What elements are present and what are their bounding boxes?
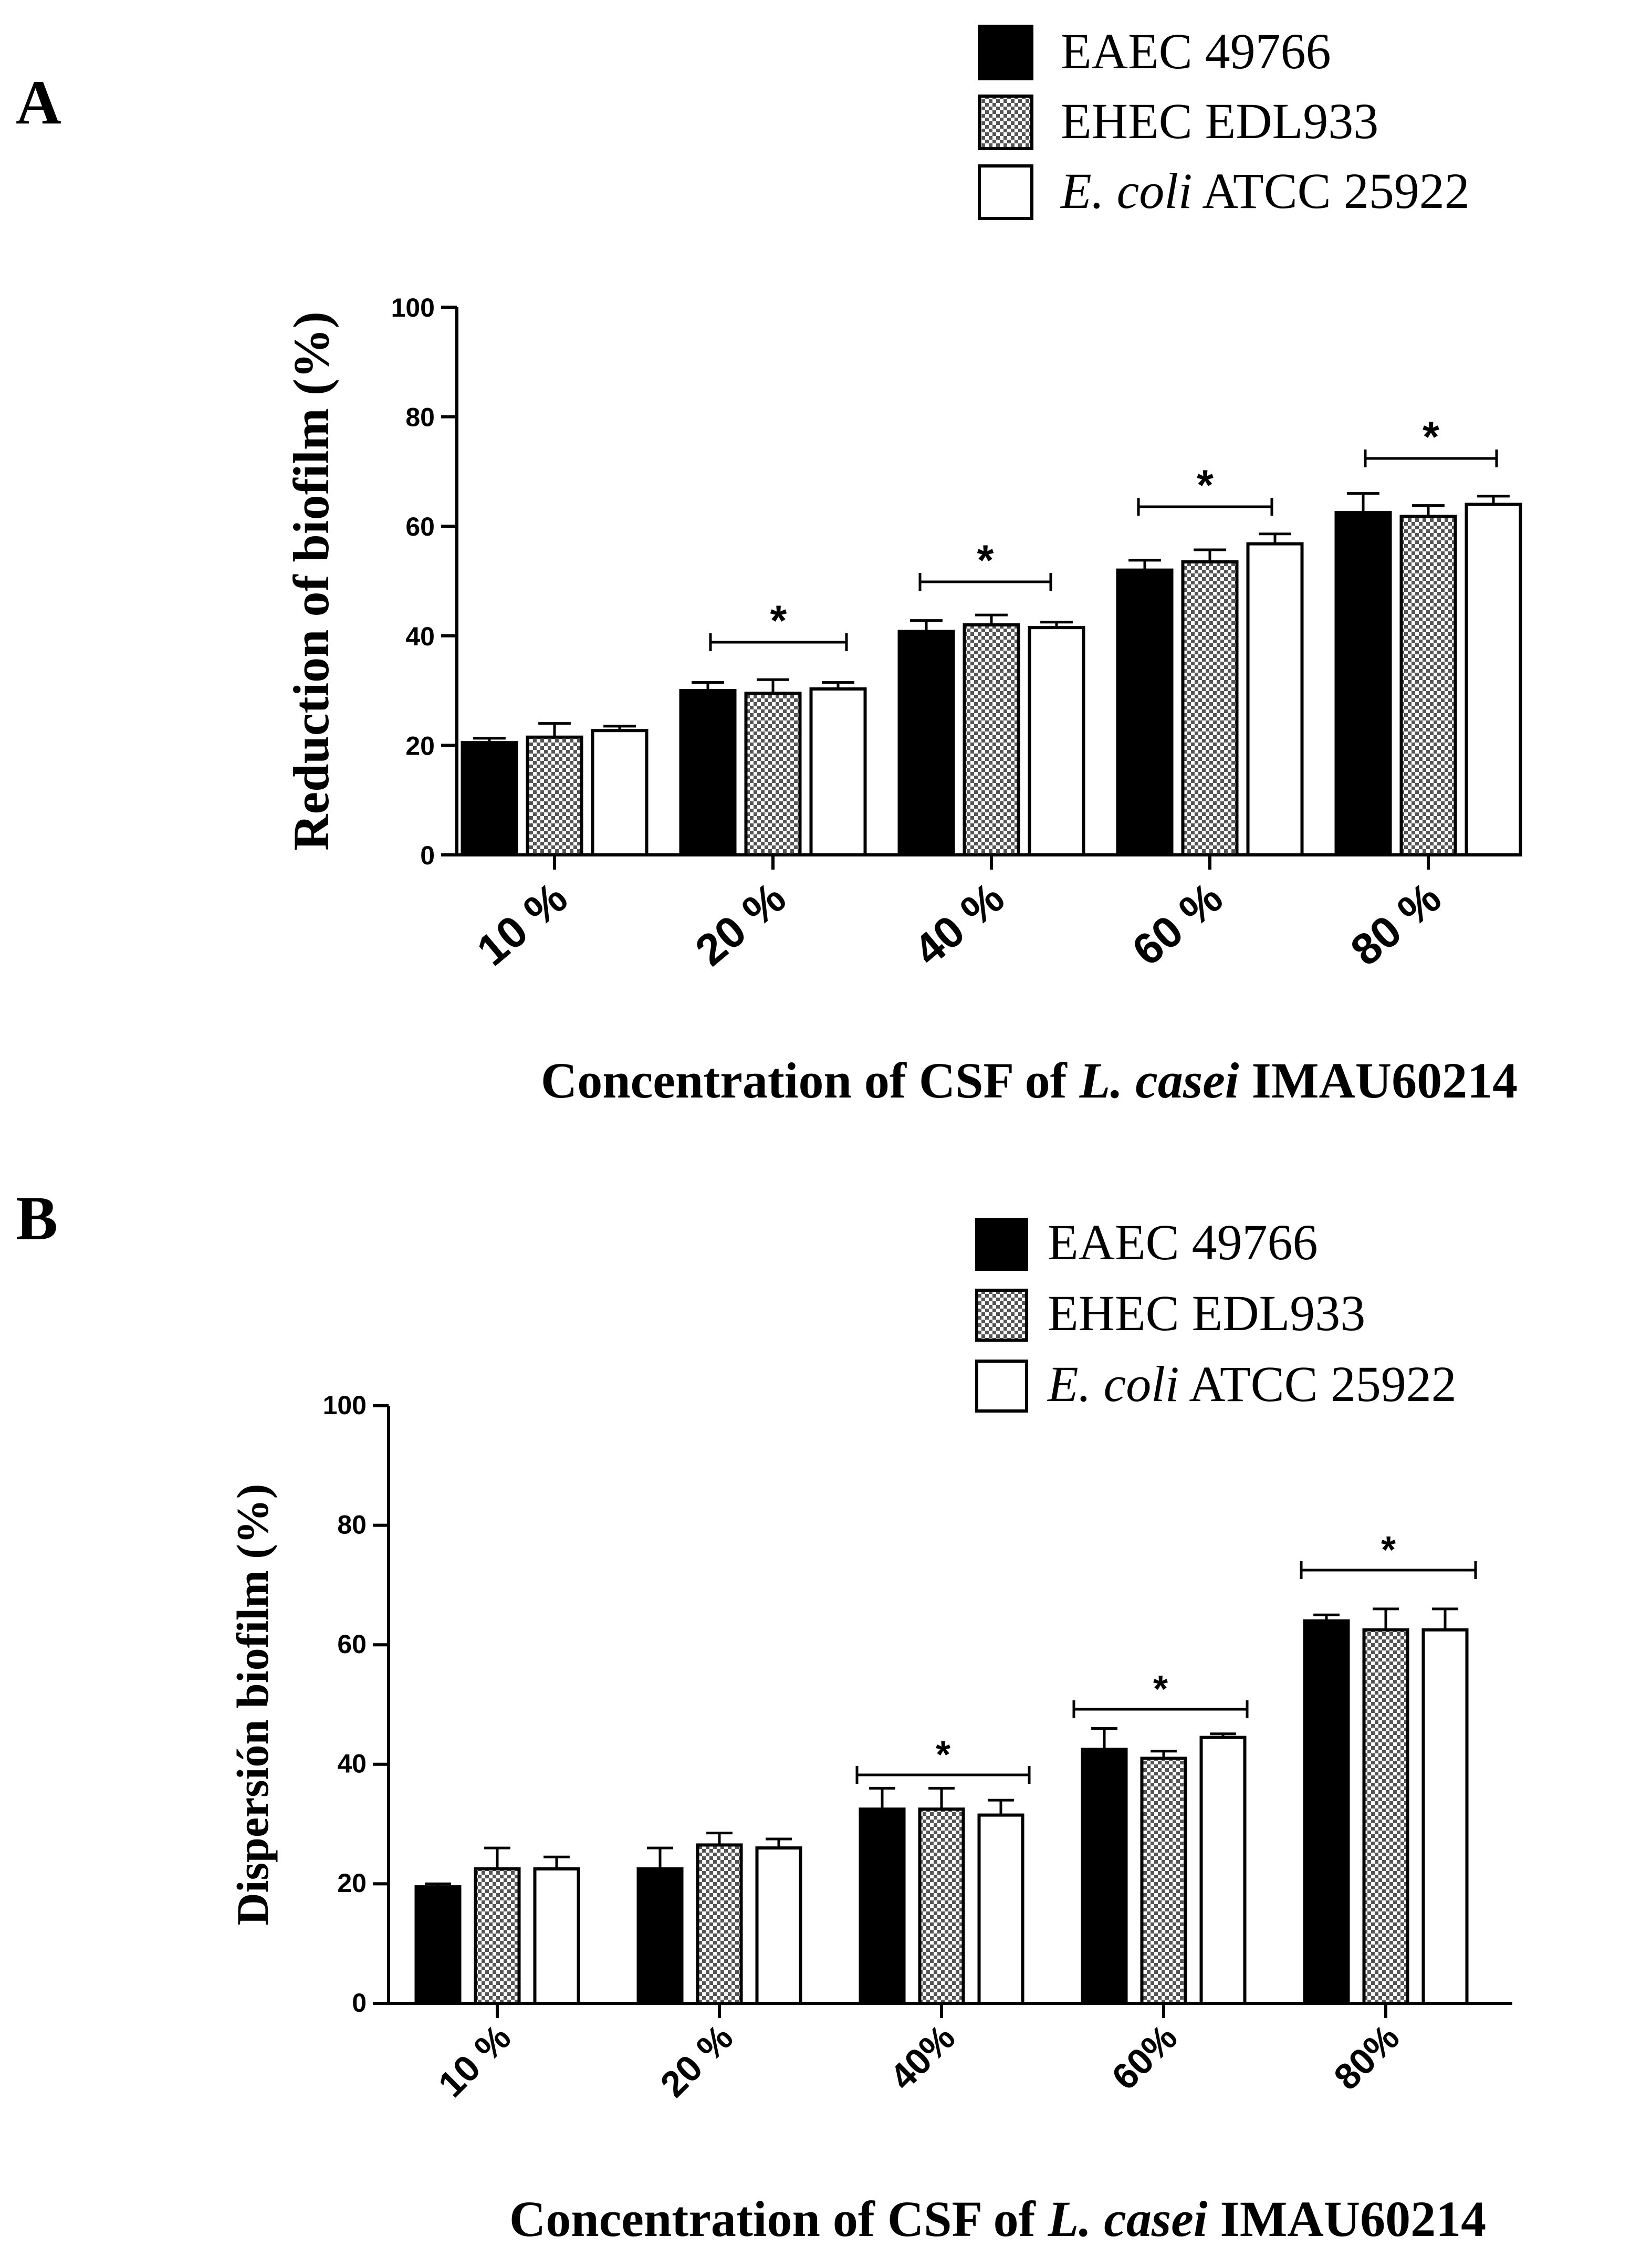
x-tick-label: 10 % (431, 2016, 519, 2105)
bar (1303, 1619, 1350, 2005)
y-tick-label: 80 (405, 403, 435, 432)
significance-star: * (770, 597, 787, 645)
bar (526, 735, 583, 856)
x-axis-title-part: IMAU60214 (1207, 2191, 1486, 2247)
x-axis-title-part: L. casei (1079, 1052, 1239, 1109)
x-tick-label: 40 % (904, 873, 1013, 975)
significance-star: * (1381, 1529, 1396, 1571)
y-tick-label: 80 (337, 1510, 367, 1539)
x-tick-label: 80 % (1341, 873, 1450, 975)
y-tick-label: 40 (337, 1749, 367, 1779)
significance-star: * (1197, 462, 1214, 509)
bar (1081, 1748, 1128, 2005)
significance-star: * (936, 1734, 950, 1776)
bar (461, 741, 518, 857)
legend-label: EHEC EDL933 (1048, 1285, 1365, 1341)
y-tick-label: 0 (352, 1988, 367, 2018)
bar (1421, 1628, 1469, 2005)
panel-letter: A (16, 67, 61, 137)
bar (1246, 542, 1304, 857)
x-axis-title: Concentration of CSF of L. casei IMAU602… (541, 1052, 1518, 1109)
y-axis-title: Dispersión biofilm (%) (227, 1484, 278, 1926)
significance-star: * (1153, 1668, 1168, 1710)
bar (1116, 568, 1174, 856)
bar (1140, 1757, 1187, 2005)
legend-label-part: ATCC 25922 (1179, 1356, 1457, 1412)
bar (1399, 515, 1457, 856)
x-axis-title-part: L. casei (1048, 2191, 1208, 2247)
bar (1181, 560, 1239, 856)
bar (696, 1843, 743, 2005)
y-tick-label: 40 (405, 622, 435, 651)
bar (1199, 1736, 1247, 2005)
x-tick-label: 80% (1326, 2016, 1407, 2097)
legend-label-part: ATCC 25922 (1193, 163, 1470, 219)
legend-label-part: E. coli (1060, 163, 1193, 219)
bar (591, 729, 649, 857)
y-tick-label: 60 (405, 512, 435, 541)
y-tick-label: 20 (337, 1868, 367, 1898)
bar (474, 1867, 521, 2005)
y-tick-label: 60 (337, 1629, 367, 1659)
panel-b: B EAEC 49766 EHEC EDL933 E. coli ATCC 25922… (16, 1183, 1512, 2247)
bar (963, 623, 1020, 856)
legend-label-part: EHEC EDL933 (1048, 1285, 1365, 1341)
bar (744, 692, 802, 856)
x-axis-title-part: Concentration of CSF of (509, 2191, 1048, 2247)
bar (1465, 503, 1522, 856)
y-tick-label: 100 (323, 1391, 367, 1420)
bar (755, 1846, 802, 2005)
legend-label: E. coli ATCC 25922 (1060, 163, 1470, 219)
legend-swatch (975, 1289, 1028, 1342)
x-axis-title: Concentration of CSF of L. casei IMAU602… (509, 2191, 1486, 2247)
legend-swatch (975, 1218, 1028, 1271)
x-tick-label: 10 % (467, 873, 576, 975)
x-tick-label: 60 % (1123, 873, 1231, 975)
legend-label-part: EHEC EDL933 (1061, 93, 1378, 149)
legend-swatch (978, 95, 1033, 150)
bar (533, 1867, 580, 2005)
panel-letter: B (16, 1183, 58, 1253)
x-tick-label: 20 % (686, 873, 794, 975)
x-tick-label: 20 % (653, 2016, 741, 2105)
panel-a: A EAEC 49766 EHEC EDL933 E. coli ATCC 25922… (16, 23, 1522, 1109)
x-axis-title-part: IMAU60214 (1239, 1052, 1518, 1109)
legend-label-part: EAEC 49766 (1061, 23, 1331, 79)
bar (679, 689, 737, 856)
bar (859, 1807, 906, 2005)
legend-label: EHEC EDL933 (1061, 93, 1378, 149)
legend-swatch (975, 1360, 1028, 1413)
y-axis-title: Reduction of biofilm (%) (283, 311, 339, 851)
y-tick-label: 100 (391, 293, 435, 322)
bar (1334, 511, 1392, 856)
bar (918, 1807, 965, 2005)
bar (414, 1885, 462, 2005)
x-axis-title-part: Concentration of CSF of (541, 1052, 1080, 1109)
bar (809, 687, 867, 856)
x-tick-label: 60% (1104, 2016, 1185, 2097)
x-tick-label: 40% (882, 2016, 963, 2097)
bar (897, 630, 955, 857)
y-tick-label: 20 (405, 731, 435, 760)
legend-label-part: E. coli (1047, 1356, 1179, 1412)
bar (1362, 1628, 1409, 2005)
significance-star: * (977, 537, 994, 584)
legend-swatch (978, 25, 1033, 80)
significance-star: * (1423, 413, 1439, 461)
y-tick-label: 0 (420, 841, 435, 870)
legend-label: EAEC 49766 (1048, 1214, 1318, 1270)
bar (977, 1813, 1024, 2005)
legend-label-part: EAEC 49766 (1048, 1214, 1318, 1270)
bar (636, 1867, 684, 2005)
legend-label: EAEC 49766 (1061, 23, 1331, 79)
legend-label: E. coli ATCC 25922 (1047, 1356, 1457, 1412)
bar (1028, 626, 1085, 857)
legend-swatch (978, 164, 1033, 220)
